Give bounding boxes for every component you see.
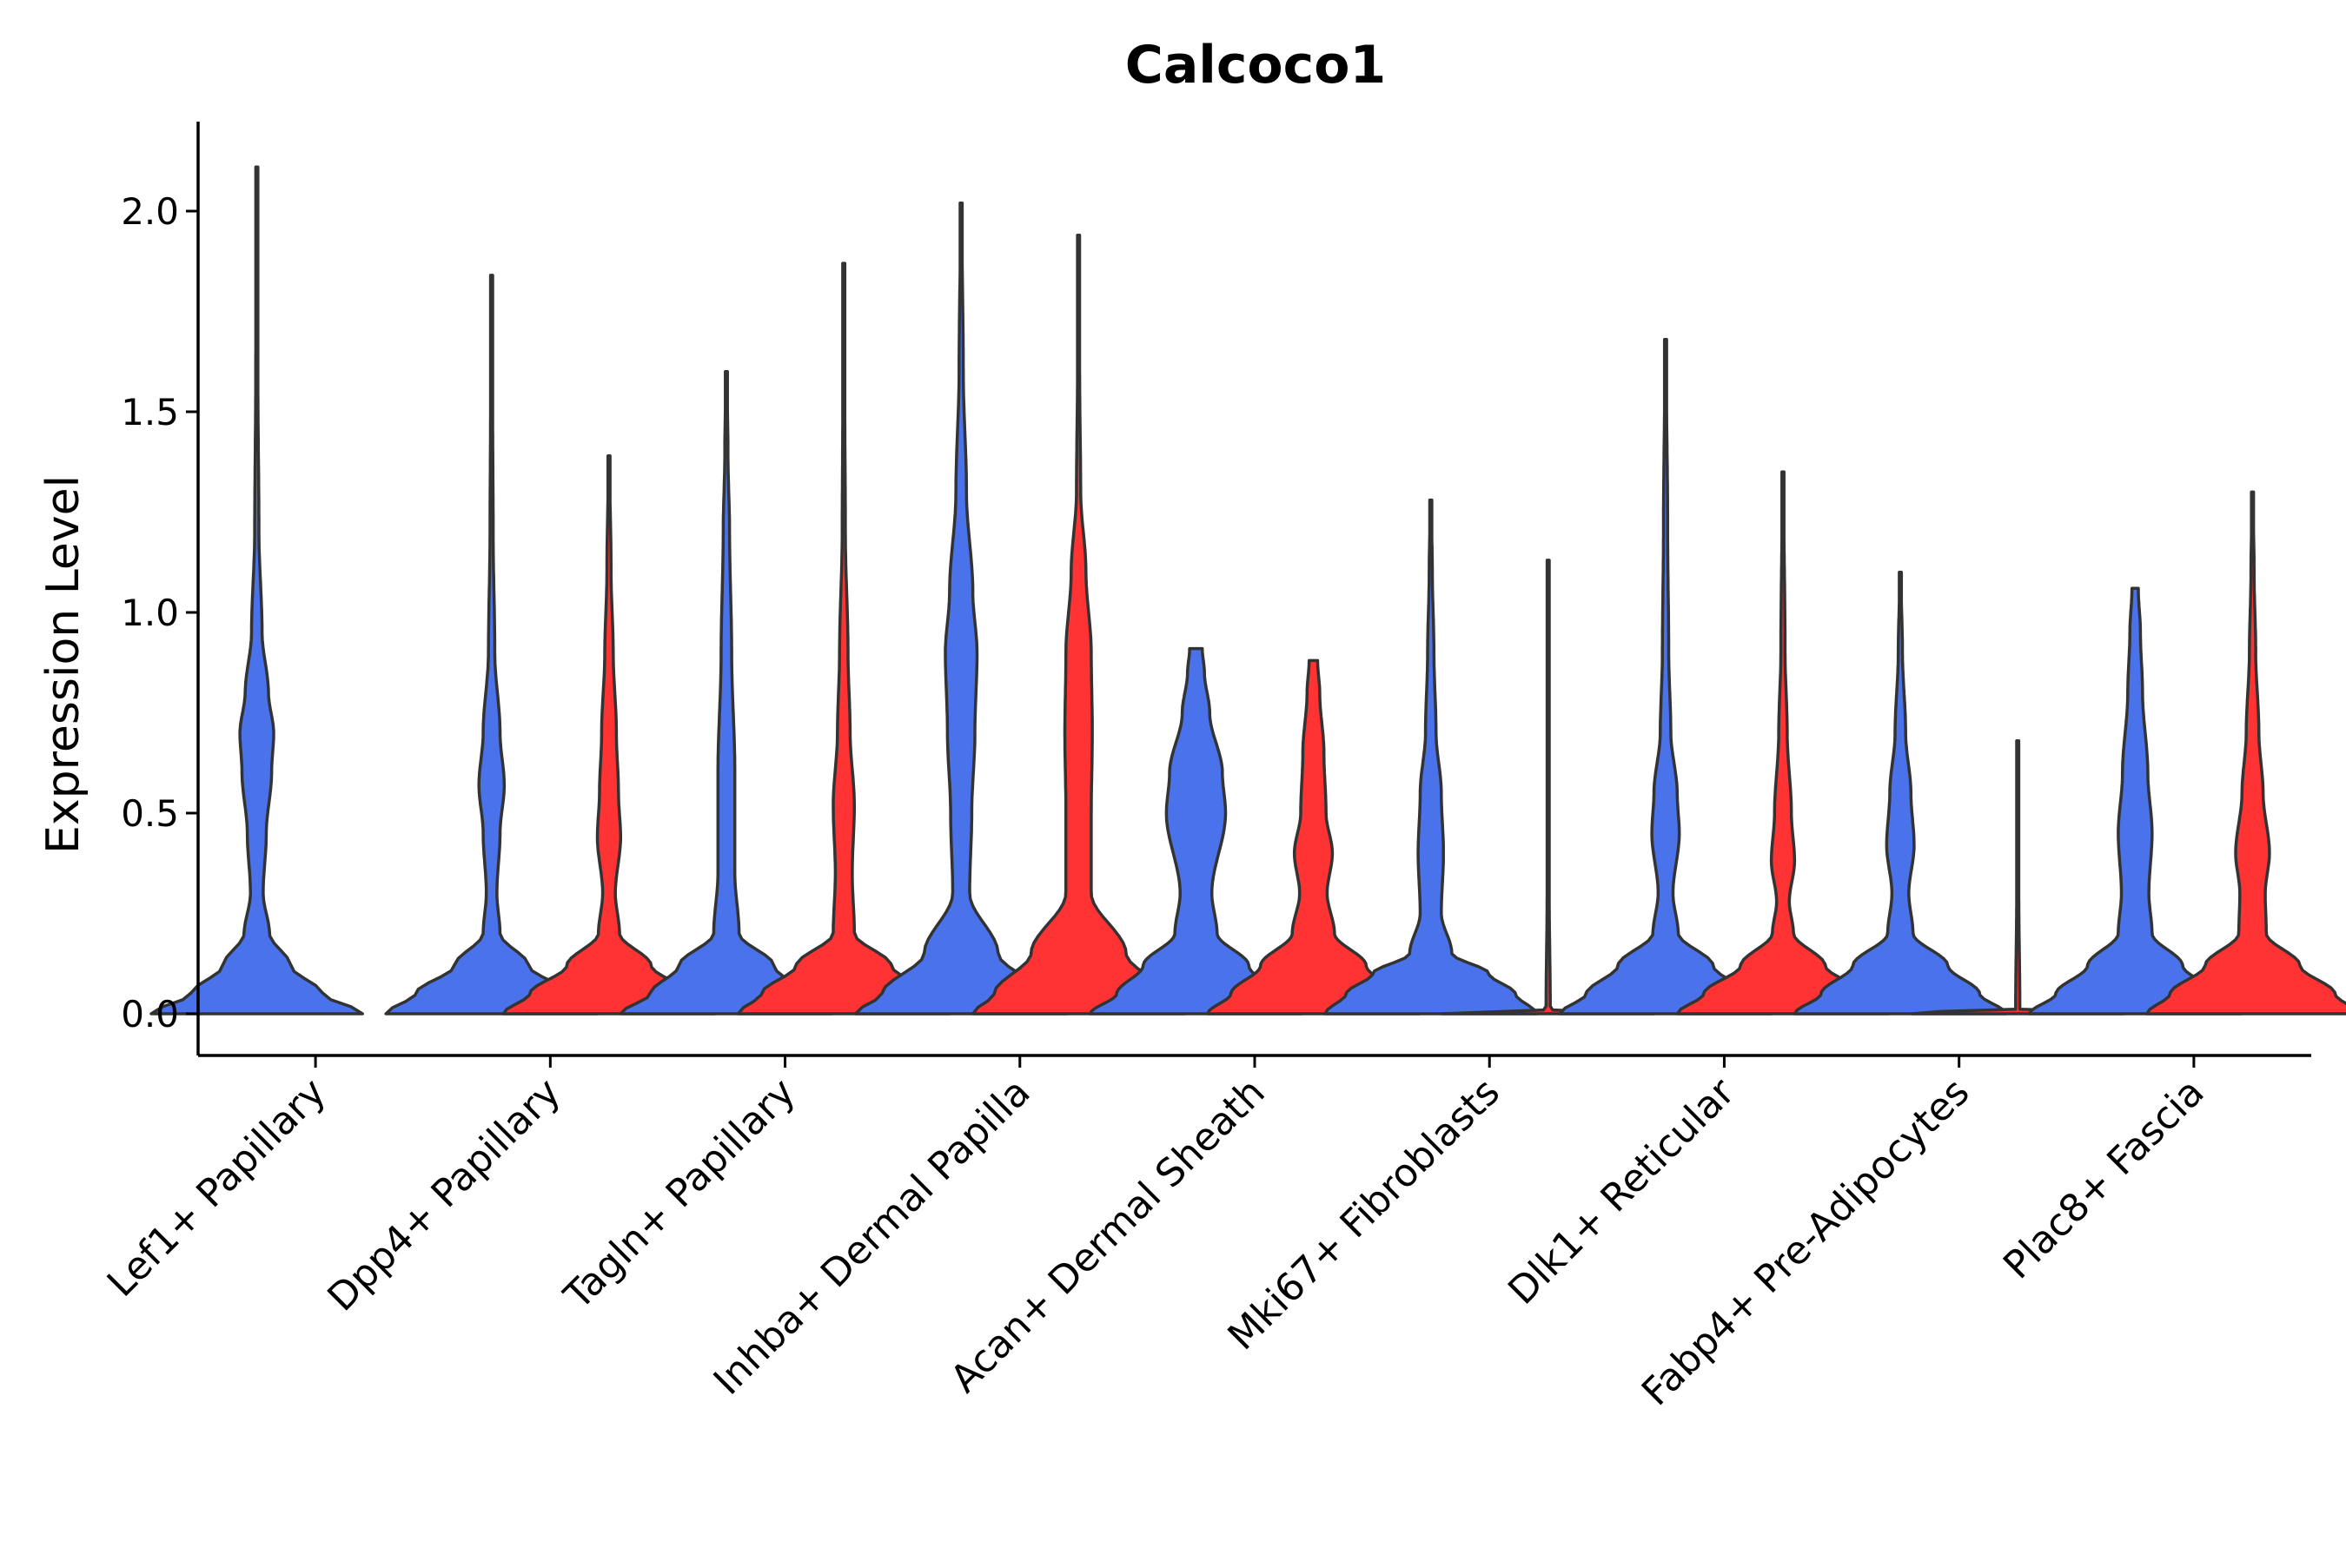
violin-12-blue: [1558, 338, 1773, 1016]
violin-11-red: [1441, 559, 1656, 1016]
violin-4-blue: [619, 370, 834, 1016]
violin-1-blue: [149, 165, 364, 1016]
y-tick-label: 0.0: [121, 993, 179, 1035]
y-tick-label: 1.5: [121, 391, 179, 433]
chart-title: Calcoco1: [1125, 35, 1386, 96]
violin-16-blue: [2027, 586, 2243, 1016]
violin-9-red: [1206, 658, 1421, 1016]
x-category-label: Plac8+ Fascia: [1995, 1070, 2213, 1288]
x-category-label: Mki67+ Fibroblasts: [1220, 1070, 1508, 1359]
violin-15-red: [1910, 739, 2125, 1016]
violin-14-blue: [1793, 571, 2008, 1016]
violin-2-blue: [384, 274, 600, 1016]
violin-8-blue: [1089, 646, 1303, 1016]
x-category-label: Tagln+ Papillary: [555, 1070, 804, 1319]
x-category-label: Dpp4+ Papillary: [319, 1070, 569, 1320]
violin-10-blue: [1323, 498, 1539, 1016]
violins-group: [149, 165, 2346, 1016]
violin-7-red: [971, 233, 1186, 1016]
violin-6-blue: [853, 202, 1069, 1016]
x-category-label: Lef1+ Papillary: [99, 1070, 335, 1306]
y-tick-label: 0.5: [121, 792, 179, 835]
y-axis-label: Expression Level: [37, 475, 89, 854]
y-tick-label: 1.0: [121, 592, 179, 634]
violin-5-red: [736, 261, 951, 1016]
violin-13-red: [1675, 470, 1891, 1016]
violin-17-red: [2145, 490, 2346, 1016]
violin-3-red: [501, 454, 717, 1016]
x-category-label: Dlk1+ Reticular: [1500, 1069, 1744, 1313]
y-tick-label: 2.0: [121, 190, 179, 233]
